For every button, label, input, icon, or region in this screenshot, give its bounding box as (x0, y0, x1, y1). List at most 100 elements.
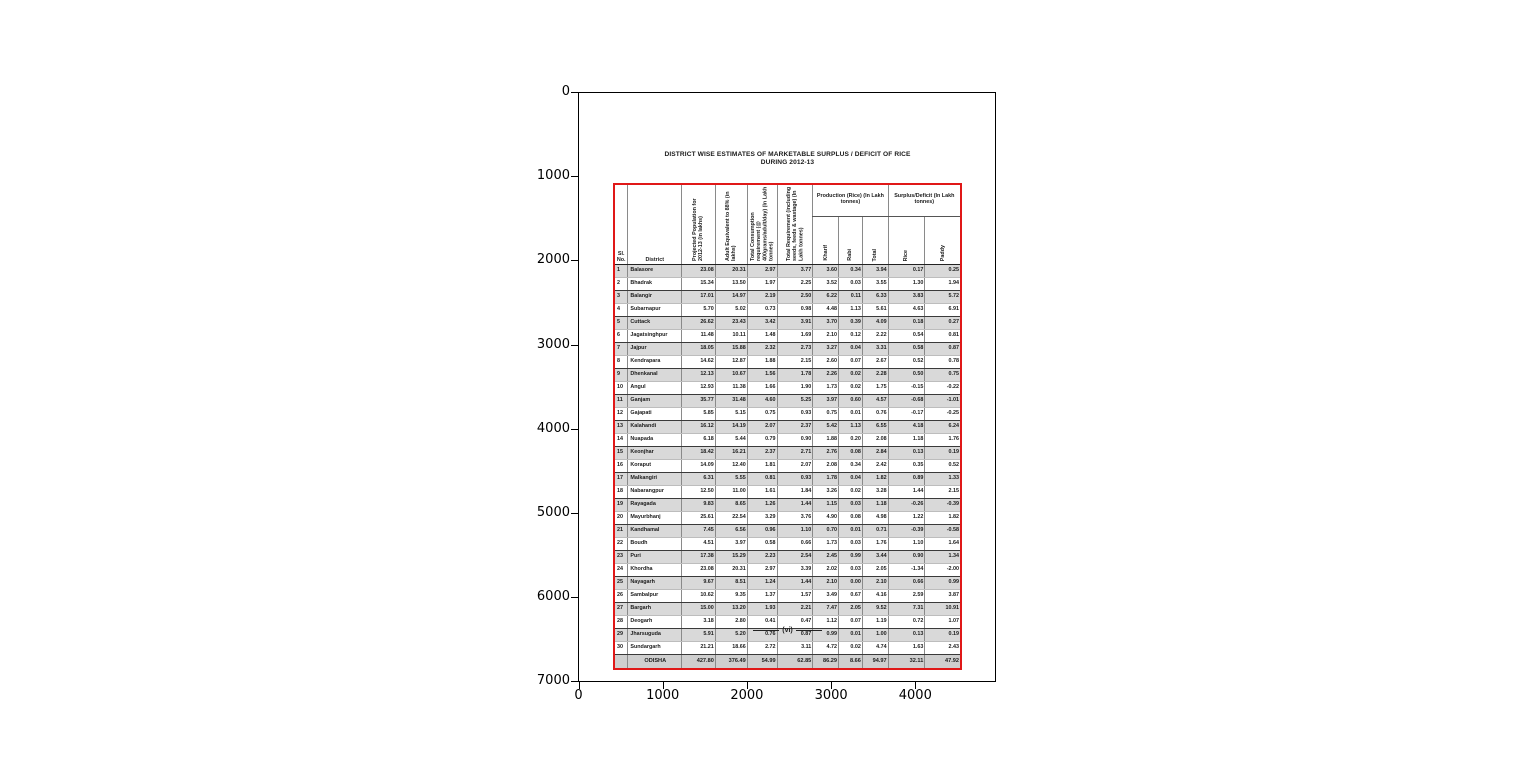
value-cell: 0.58 (887, 342, 925, 356)
value-cell: 3.97 (714, 537, 748, 551)
value-cell: 0.07 (837, 355, 863, 369)
value-cell: 2.45 (812, 550, 839, 564)
value-cell: 5.42 (812, 420, 839, 434)
header-adult-equivalent: Adult Equivalent to 88% (in lakhs) (714, 184, 748, 265)
district-cell: Boudh (627, 537, 682, 551)
value-cell: 2.07 (776, 459, 813, 473)
header-paddy: Paddy (924, 216, 961, 265)
table-row: 15 Keonjhar 18.42 16.21 2.37 2.71 2.76 0.08 2.84… (613, 446, 961, 460)
value-cell: 0.99 (837, 550, 863, 564)
value-cell: 14.09 (681, 459, 716, 473)
district-cell: Jagatsinghpur (627, 329, 682, 343)
value-cell: 1.78 (812, 472, 839, 486)
value-cell: 2.10 (812, 329, 839, 343)
value-cell: 0.47 (776, 615, 813, 629)
value-cell: 4.74 (861, 641, 889, 655)
value-cell: 0.11 (837, 290, 863, 304)
value-cell: 6.18 (681, 433, 716, 447)
value-cell: 2.02 (812, 563, 839, 577)
value-cell: 3.87 (924, 589, 961, 603)
header-kharif: Kharif (822, 245, 829, 261)
value-cell: 2.84 (861, 446, 889, 460)
value-cell: 3.97 (812, 394, 839, 408)
value-cell: 2.71 (776, 446, 813, 460)
value-cell: 0.90 (776, 433, 813, 447)
value-cell: 31.48 (714, 394, 748, 408)
y-tick-label: 2000 (536, 252, 570, 268)
district-cell: Jajpur (627, 342, 682, 356)
value-cell: 2.08 (812, 459, 839, 473)
value-cell: 12.50 (681, 485, 716, 499)
value-cell: 1.73 (812, 381, 839, 395)
value-cell: -0.22 (924, 381, 961, 395)
y-tick-mark (571, 597, 578, 599)
value-cell: 2.15 (776, 355, 813, 369)
header-projected-population: Projected Population for 2012-13 (in lak… (681, 184, 716, 265)
value-cell: 1.73 (812, 537, 839, 551)
surplus-deficit-table-wrap: Sl. No. District Projected Population for … (613, 183, 962, 670)
value-cell: 1.10 (887, 537, 925, 551)
value-cell: 1.37 (746, 589, 778, 603)
value-cell: 7.47 (812, 602, 839, 616)
value-cell: 2.23 (746, 550, 778, 564)
table-row: 26 Sambalpur 10.62 9.35 1.37 1.57 3.49 0.67 4.16… (613, 589, 961, 603)
district-cell: Nabarangpur (627, 485, 682, 499)
value-cell: 6 (613, 329, 628, 343)
value-cell: 0.02 (837, 641, 863, 655)
value-cell: -0.68 (887, 394, 925, 408)
value-cell: 2.10 (812, 576, 839, 590)
district-cell: Koraput (627, 459, 682, 473)
value-cell: 2.54 (776, 550, 813, 564)
value-cell: 1 (613, 264, 628, 278)
value-cell: 2.50 (776, 290, 813, 304)
value-cell: -1.01 (924, 394, 961, 408)
value-cell: 5.91 (681, 628, 716, 642)
value-cell: 1.75 (861, 381, 889, 395)
header-rice: Rice (903, 249, 910, 261)
document-title-line2: DURING 2012-13 (760, 159, 815, 167)
value-cell: 1.88 (812, 433, 839, 447)
value-cell: -0.39 (924, 498, 961, 512)
y-tick-label: 0 (561, 84, 570, 99)
value-cell: 0.04 (837, 472, 863, 486)
value-cell: 3.11 (776, 641, 813, 655)
value-cell: 18 (613, 485, 628, 499)
value-cell: 0.39 (837, 316, 863, 330)
district-cell: Rayagada (627, 498, 682, 512)
x-tick-mark (746, 682, 748, 689)
x-tick-mark (578, 682, 580, 689)
value-cell: 3.18 (681, 615, 716, 629)
table-row: 12 Gajapati 5.85 5.15 0.75 0.93 0.75 0.01 0.76 -0… (613, 407, 961, 421)
value-cell: 3.44 (861, 550, 889, 564)
value-cell: 22.54 (714, 511, 748, 525)
value-cell: 1.12 (812, 615, 839, 629)
table-row: 17 Malkangiri 6.31 5.55 0.81 0.93 1.78 0.04 1.82… (613, 472, 961, 486)
y-tick-mark (571, 513, 578, 515)
table-row: 8 Kendrapara 14.62 12.87 1.88 2.15 2.60 0.07 2.6… (613, 355, 961, 369)
value-cell: 0.02 (837, 368, 863, 382)
value-cell: 4.60 (746, 394, 778, 408)
value-cell: -0.17 (887, 407, 925, 421)
value-cell: 0.01 (837, 628, 863, 642)
value-cell: 1.84 (776, 485, 813, 499)
value-cell: 2.32 (746, 342, 778, 356)
table-row: 2 Bhadrak 15.34 13.50 1.97 2.25 3.52 0.03 3.55 1.… (613, 277, 961, 291)
value-cell: 1.93 (746, 602, 778, 616)
district-cell: Nayagarh (627, 576, 682, 590)
value-cell: 3.52 (812, 277, 839, 291)
value-cell: 0.72 (887, 615, 925, 629)
table-row: 30 Sundargarh 21.21 18.66 2.72 3.11 4.72 0.02 4.… (613, 641, 961, 655)
value-cell: 17 (613, 472, 628, 486)
value-cell: 1.94 (924, 277, 961, 291)
value-cell: 3.26 (812, 485, 839, 499)
value-cell: 1.44 (887, 485, 925, 499)
district-cell: Subarnapur (627, 303, 682, 317)
table-row: 9 Dhenkanal 12.13 10.67 1.56 1.78 2.26 0.02 2.28… (613, 368, 961, 382)
value-cell: 0.87 (776, 628, 813, 642)
value-cell: 1.07 (924, 615, 961, 629)
value-cell: 6.31 (681, 472, 716, 486)
value-cell: 0.87 (924, 342, 961, 356)
value-cell: -0.39 (887, 524, 925, 538)
value-cell: 7.31 (887, 602, 925, 616)
value-cell: 5.44 (714, 433, 748, 447)
